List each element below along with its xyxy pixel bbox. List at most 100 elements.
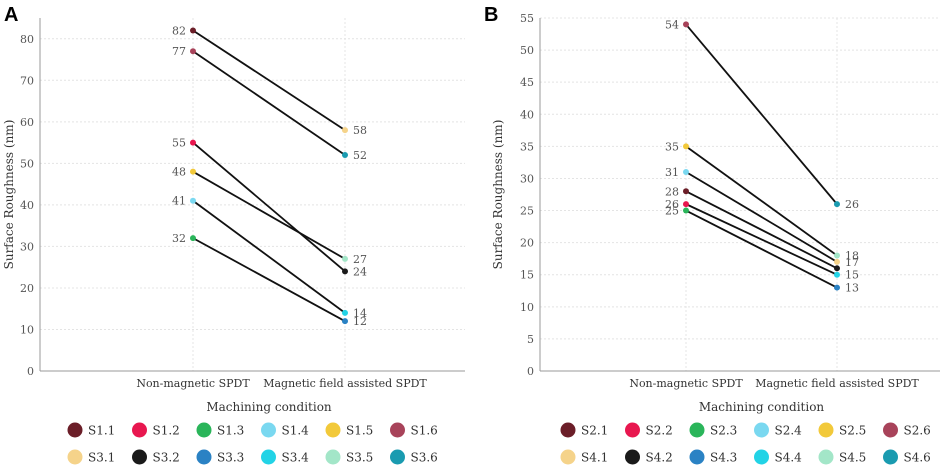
panel-b-y-tick-label: 35 (520, 140, 534, 153)
panel-b-series-line-S2.4 (685, 171, 838, 263)
panel-b-point-S4.4 (834, 271, 840, 278)
panel-b-data-label-S4.5: 18 (845, 249, 859, 262)
panel-b-x-axis-title: Machining condition (699, 400, 825, 414)
panel-a-legend-label-S1.3: S1.3 (217, 424, 244, 438)
panel-a-legend-label-S3.3: S3.3 (217, 451, 244, 465)
panel-b-letter: B (484, 4, 498, 26)
panel-b-point-S4.6 (834, 201, 840, 208)
panel-a-legend-marker-S1.5 (325, 422, 341, 438)
panel-a-y-tick-label: 70 (20, 74, 34, 87)
panel-a-data-label-S1.2: 55 (172, 137, 186, 150)
panel-b-data-label-S4.1: 17 (845, 256, 859, 269)
panel-a-point-S3.2 (342, 268, 348, 275)
panel-a-series-line-S1.2 (192, 141, 346, 273)
panel-b-legend-label-S2.3: S2.3 (710, 424, 737, 438)
panel-b-y-tick-label: 0 (527, 365, 534, 378)
panel-b-point-S2.3 (683, 207, 689, 214)
panel-a-data-label-S1.6: 77 (172, 45, 186, 58)
panel-a-data-label-S1.3: 32 (172, 232, 186, 245)
panel-b-legend-marker-S2.1 (560, 422, 576, 438)
panel-a-legend-marker-S3.1 (67, 449, 83, 465)
panel-b-legend-marker-S4.1 (560, 449, 576, 465)
panel-b-point-S2.6 (683, 21, 689, 28)
panel-b-y-tick-label: 40 (520, 108, 534, 121)
panel-b-series-line-S2.1 (685, 190, 838, 270)
panel-b-legend-label-S2.2: S2.2 (646, 424, 673, 438)
panel-a-x-tick-label: Magnetic field assisted SPDT (263, 377, 427, 390)
panel-b-data-label-S2.3: 25 (665, 205, 679, 218)
panel-a-legend-marker-S1.3 (196, 422, 212, 438)
panel-a-y-tick-label: 40 (20, 199, 34, 212)
panel-b-y-tick-label: 55 (520, 12, 534, 25)
panel-a-legend-marker-S3.2 (132, 449, 147, 465)
panel-a-legend-label-S1.2: S1.2 (153, 424, 180, 438)
panel-b-data-label-S4.3: 13 (845, 282, 859, 295)
panel-b-series-line-S2.6 (685, 23, 838, 205)
panel-a-y-tick-label: 60 (20, 116, 34, 129)
panel-a-legend-label-S3.2: S3.2 (153, 451, 180, 465)
panel-a-legend-label-S1.6: S1.6 (411, 424, 438, 438)
panel-a-point-S1.1 (190, 27, 196, 34)
panel-b-y-tick-label: 15 (520, 269, 534, 282)
panel-a-y-tick-label: 50 (20, 157, 34, 170)
panel-a-data-label-S3.2: 24 (353, 265, 367, 278)
panel-b-legend-marker-S2.2 (625, 422, 640, 438)
panel-b-legend-label-S4.4: S4.4 (775, 451, 803, 465)
panel-a-legend-marker-S3.5 (325, 449, 341, 465)
panel-a-series-line-S1.1 (192, 29, 346, 131)
panel-b-legend-label-S2.1: S2.1 (581, 424, 608, 438)
panel-b-legend-label-S4.6: S4.6 (904, 451, 931, 465)
panel-b-x-tick-label: Non-magnetic SPDT (629, 377, 743, 390)
panel-a-legend-marker-S1.2 (132, 422, 147, 438)
panel-b-legend-label-S4.5: S4.5 (839, 451, 866, 465)
panel-a-legend-marker-S3.6 (390, 449, 405, 465)
panel-b-legend-label-S2.5: S2.5 (839, 424, 866, 438)
panel-a-data-label-S3.3: 12 (353, 315, 367, 328)
panel-b-legend-marker-S2.4 (754, 422, 769, 438)
panel-a-legend-marker-S3.3 (196, 449, 212, 465)
panel-b-legend-marker-S4.4 (754, 449, 769, 465)
panel-a-legend-label-S1.4: S1.4 (282, 424, 310, 438)
panel-a-legend-marker-S3.4 (261, 449, 276, 465)
panel-b-legend-label-S2.4: S2.4 (775, 424, 803, 438)
panel-b-data-label-S2.5: 35 (665, 140, 679, 153)
panel-b-y-tick-label: 5 (527, 333, 534, 346)
panel-a-point-S3.5 (342, 255, 348, 262)
panel-b-point-S2.5 (683, 143, 689, 150)
panel-b-legend-marker-S2.6 (883, 422, 898, 438)
panel-b-y-tick-label: 45 (520, 76, 534, 89)
panel-b-point-S4.5 (834, 252, 840, 259)
panel-b-legend-label-S2.6: S2.6 (904, 424, 931, 438)
panel-b-legend-label-S4.1: S4.1 (581, 451, 608, 465)
panel-a-series-line-S1.5 (192, 170, 346, 260)
panel-a-x-axis-title: Machining condition (206, 400, 332, 414)
panel-a-legend-label-S3.5: S3.5 (346, 451, 373, 465)
panel-b-data-label-S2.1: 28 (665, 185, 679, 198)
panel-a-x-tick-label: Non-magnetic SPDT (136, 377, 250, 390)
panel-a-y-tick-label: 80 (20, 33, 34, 46)
panel-b-y-axis-title: Surface Roughness (nm) (491, 120, 505, 270)
panel-a-point-S1.6 (190, 48, 196, 55)
panel-a-y-tick-label: 0 (27, 365, 34, 378)
panel-a-series-line-S1.3 (192, 237, 346, 322)
panel-a-point-S3.3 (342, 318, 348, 325)
panel-b-data-label-S2.6: 54 (665, 18, 679, 31)
panel-b-y-tick-label: 25 (520, 205, 534, 218)
panel-a-legend-label-S3.4: S3.4 (282, 451, 310, 465)
panel-b-legend-label-S4.2: S4.2 (646, 451, 673, 465)
panel-a-series-line-S1.4 (192, 200, 346, 314)
panel-a-data-label-S1.1: 82 (172, 24, 186, 37)
panel-b-legend-marker-S4.2 (625, 449, 640, 465)
panel-b-point-S4.3 (834, 284, 840, 291)
panel-b-data-label-S2.4: 31 (665, 166, 679, 179)
panel-a-point-S1.2 (190, 139, 196, 146)
panel-b-y-tick-label: 50 (520, 44, 534, 57)
panel-a-data-label-S1.4: 41 (172, 195, 186, 208)
panel-a-letter: A (4, 4, 18, 26)
panel-b-point-S2.1 (683, 188, 689, 195)
panel-a-legend-label-S1.5: S1.5 (346, 424, 373, 438)
panel-b-x-tick-label: Magnetic field assisted SPDT (755, 377, 919, 390)
panel-b-data-label-S4.4: 15 (845, 269, 859, 282)
panel-b-point-S4.2 (834, 265, 840, 272)
